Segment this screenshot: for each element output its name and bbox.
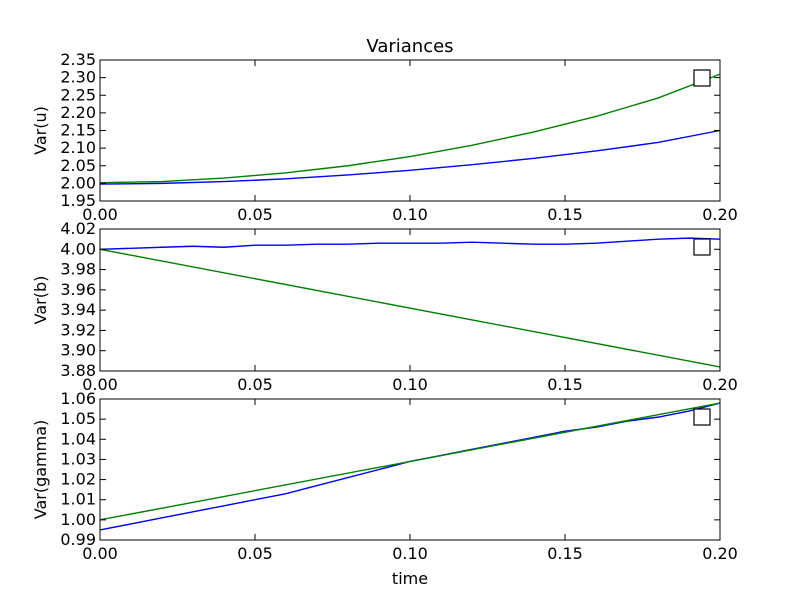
series-line-1 (99, 237, 721, 250)
y-tick-label: 3.94 (60, 300, 96, 319)
legend-box (693, 408, 711, 426)
y-tick-label: 4.00 (60, 239, 96, 258)
y-tick-label: 3.92 (60, 320, 96, 339)
y-tick-label: 0.99 (60, 530, 96, 549)
x-tick-label: 0.05 (237, 205, 273, 224)
y-tick-label: 1.05 (60, 409, 96, 428)
x-axis-label: time (392, 569, 428, 588)
series-line-2 (99, 73, 721, 184)
x-tick-label: 0.00 (82, 375, 118, 394)
subplot-1: 0.00 0.05 0.10 0.15 0.20 1.952.002.052.102.15… (31, 50, 738, 224)
y-tick-label: 1.95 (60, 191, 96, 210)
y-tick-label: 2.05 (60, 156, 96, 175)
y-tick-label: 1.04 (60, 429, 96, 448)
y-axis-label: Var(u) (31, 106, 50, 155)
x-tick-label: 0.15 (547, 375, 583, 394)
legend-box (693, 69, 711, 87)
subplot-2: 0.00 0.05 0.10 0.15 0.20 3.883.90 3.923.943.96… (31, 219, 738, 394)
y-tick-label: 2.10 (60, 138, 96, 157)
y-tick-label: 2.30 (60, 68, 96, 87)
plot-frame (99, 59, 721, 202)
y-tick-label: 2.25 (60, 85, 96, 104)
chart-title: Variances (366, 36, 453, 57)
y-tick-label: 3.90 (60, 341, 96, 360)
y-axis-label: Var(gamma) (31, 420, 50, 520)
x-tick-label: 0.10 (392, 205, 428, 224)
x-tick-label: 0.10 (392, 375, 428, 394)
x-tick-label: 0.15 (547, 205, 583, 224)
series-line-2 (99, 402, 721, 521)
y-tick-label: 1.00 (60, 510, 96, 529)
x-tick-label: 0.20 (702, 544, 738, 563)
x-tick-label: 0.00 (82, 205, 118, 224)
subplot-panels: 0.00 0.05 0.10 0.15 0.20 1.952.002.052.102.15… (31, 50, 738, 563)
y-tick-label: 1.06 (60, 389, 96, 408)
legend-box (693, 238, 711, 256)
x-tick-label: 0.10 (392, 544, 428, 563)
y-tick-label: 1.03 (60, 449, 96, 468)
x-tick-label: 0.05 (237, 544, 273, 563)
y-tick-label: 1.01 (60, 490, 96, 509)
y-tick-label: 1.02 (60, 470, 96, 489)
y-tick-label: 2.15 (60, 121, 96, 140)
y-tick-label: 4.02 (60, 219, 96, 238)
subplot-3: 0.00 0.05 0.10 0.15 0.20 0.991.001.011.02 1.03… (31, 389, 738, 563)
y-tick-label: 3.88 (60, 361, 96, 380)
y-axis-label: Var(b) (31, 276, 50, 325)
x-tick-label: 0.20 (702, 375, 738, 394)
x-tick-label: 0.20 (702, 205, 738, 224)
y-tick-label: 3.96 (60, 280, 96, 299)
y-tick-label: 2.00 (60, 173, 96, 192)
series-line-2 (99, 248, 721, 368)
x-tick-label: 0.00 (82, 544, 118, 563)
x-tick-label: 0.15 (547, 544, 583, 563)
y-tick-label: 2.35 (60, 50, 96, 69)
x-tick-label: 0.05 (237, 375, 273, 394)
y-tick-label: 3.98 (60, 260, 96, 279)
y-tick-label: 2.20 (60, 103, 96, 122)
series-line-1 (99, 129, 721, 185)
